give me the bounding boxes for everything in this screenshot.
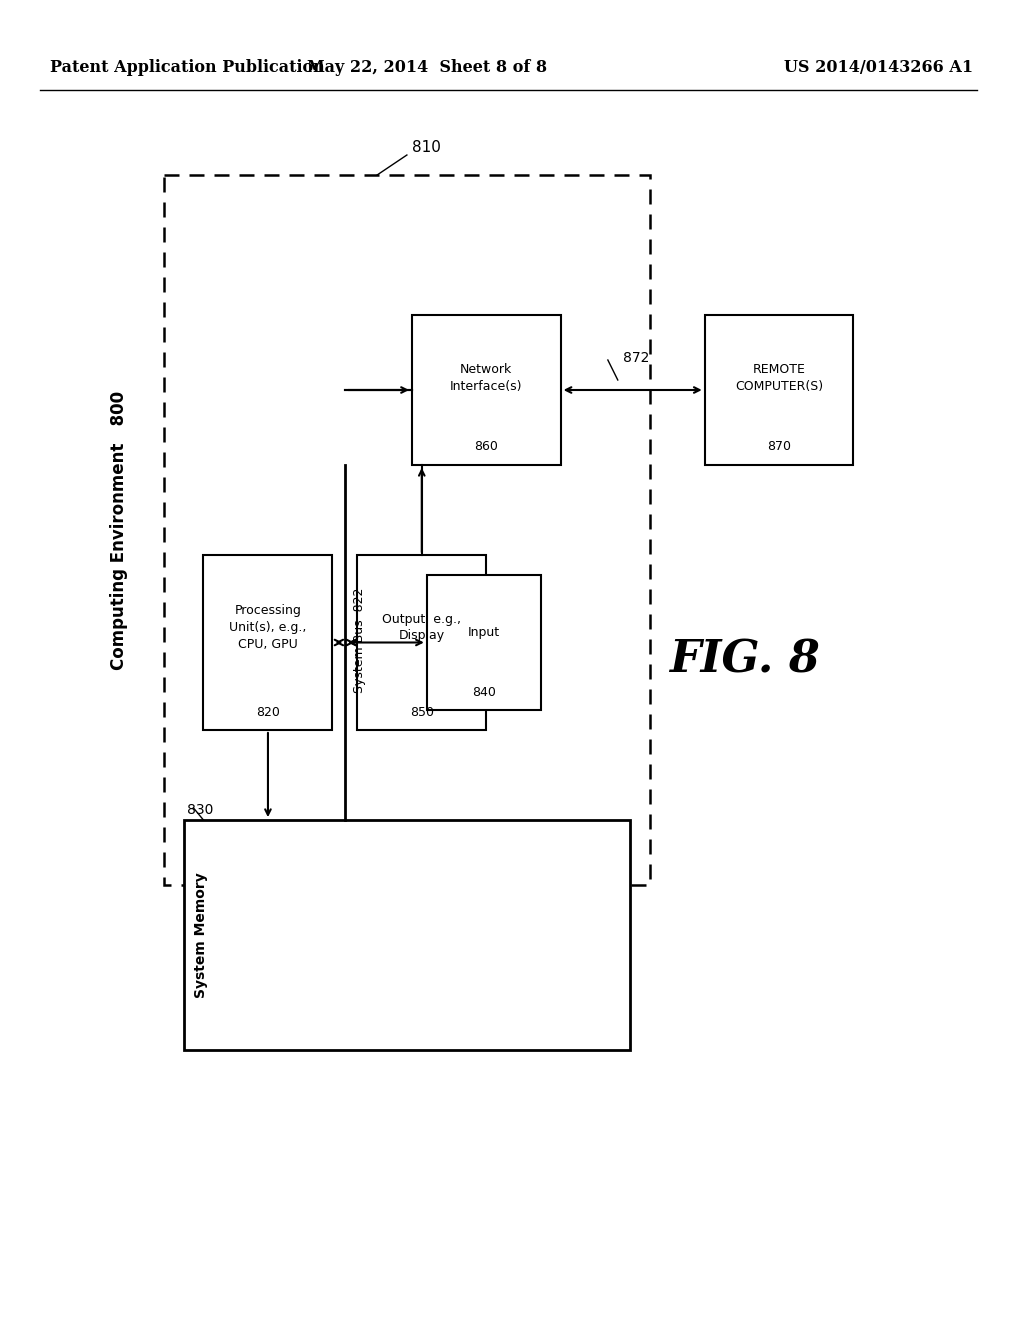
FancyBboxPatch shape: [427, 576, 541, 710]
Text: Processing
Unit(s), e.g.,
CPU, GPU: Processing Unit(s), e.g., CPU, GPU: [229, 605, 306, 651]
Text: 870: 870: [767, 441, 791, 454]
Text: System Memory: System Memory: [195, 873, 209, 998]
FancyBboxPatch shape: [705, 315, 853, 465]
Text: Network
Interface(s): Network Interface(s): [450, 363, 522, 393]
Text: 840: 840: [472, 685, 496, 698]
FancyBboxPatch shape: [183, 820, 630, 1049]
Text: Input: Input: [468, 626, 500, 639]
Text: 810: 810: [412, 140, 440, 154]
Text: REMOTE
COMPUTER(S): REMOTE COMPUTER(S): [735, 363, 823, 393]
Text: 830: 830: [186, 803, 213, 817]
Text: 820: 820: [256, 705, 280, 718]
Text: May 22, 2014  Sheet 8 of 8: May 22, 2014 Sheet 8 of 8: [306, 59, 547, 77]
Text: US 2014/0143266 A1: US 2014/0143266 A1: [784, 59, 973, 77]
Text: Patent Application Publication: Patent Application Publication: [49, 59, 325, 77]
Text: 872: 872: [623, 351, 649, 366]
Text: 860: 860: [474, 441, 499, 454]
Text: FIG. 8: FIG. 8: [669, 639, 820, 681]
Text: System Bus  822: System Bus 822: [353, 587, 367, 693]
FancyBboxPatch shape: [164, 176, 650, 884]
Text: Output, e.g.,
Display: Output, e.g., Display: [382, 612, 461, 643]
Text: 850: 850: [410, 705, 434, 718]
Text: Computing Environment   800: Computing Environment 800: [111, 391, 128, 669]
FancyBboxPatch shape: [412, 315, 561, 465]
FancyBboxPatch shape: [357, 554, 486, 730]
FancyBboxPatch shape: [204, 554, 333, 730]
